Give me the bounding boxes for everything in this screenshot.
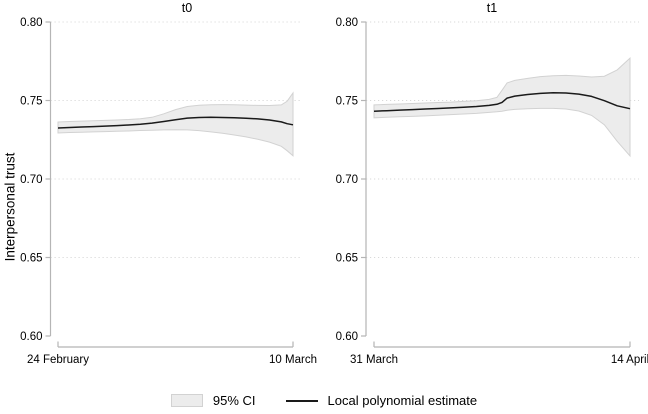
legend-label-ci: 95% CI	[212, 393, 256, 408]
panel-t0: 0.80 0.75 0.70 0.65 0.60 24 February 10 March	[20, 17, 317, 366]
y-tick-label: 0.70	[336, 174, 358, 186]
x-end-label: 10 March	[269, 354, 317, 366]
y-tick-label: 0.80	[336, 17, 358, 29]
ci-band	[57, 91, 294, 157]
ci-band-swatch	[170, 394, 203, 407]
x-start-label: 24 February	[27, 354, 89, 366]
y-tick-label: 0.75	[336, 96, 358, 108]
x-start-label: 31 March	[350, 354, 398, 366]
legend-item-estimate: Local polynomial estimate	[285, 393, 478, 408]
panel-t1: 0.80 0.75 0.70 0.65 0.60 31 March 14 April	[336, 17, 648, 366]
estimate-line	[57, 116, 294, 129]
legend: 95% CI Local polynomial estimate	[0, 393, 648, 408]
x-end-label: 14 April	[611, 354, 648, 366]
y-tick-label: 0.65	[20, 253, 42, 265]
y-tick-label: 0.70	[20, 174, 42, 186]
ci-band	[373, 56, 631, 158]
estimate-line-swatch	[285, 399, 318, 402]
y-tick-label: 0.80	[20, 17, 42, 29]
panel-title-t1: t1	[486, 1, 498, 15]
y-tick-label: 0.75	[20, 96, 42, 108]
y-tick-label: 0.65	[336, 253, 358, 265]
y-tick-label: 0.60	[336, 331, 358, 343]
y-tick-label: 0.60	[20, 331, 42, 343]
legend-item-ci: 95% CI	[170, 393, 256, 408]
estimate-line	[373, 92, 631, 112]
legend-label-estimate: Local polynomial estimate	[327, 393, 478, 408]
panel-title-t0: t0	[181, 1, 193, 15]
